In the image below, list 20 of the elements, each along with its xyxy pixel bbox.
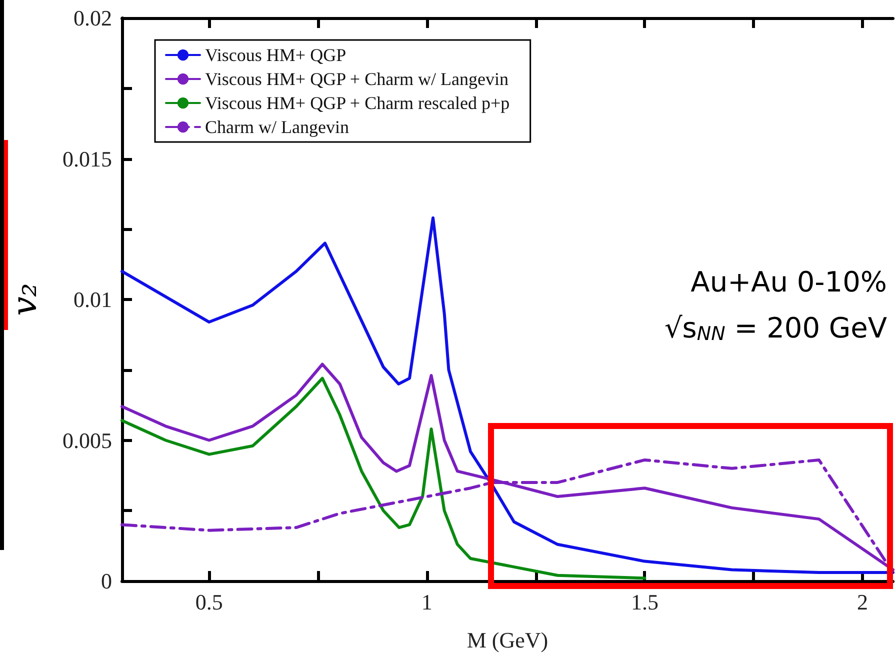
annotation: √sNN = 200 GeV <box>664 312 888 345</box>
legend-label: Viscous HM+ QGP + Charm rescaled p+p <box>205 93 510 113</box>
annotation: Au+Au 0-10% <box>690 266 888 298</box>
x-tick-label: 1 <box>421 590 432 614</box>
x-tick-label: 2 <box>857 590 868 614</box>
y-tick-label: 0 <box>101 568 112 594</box>
y-tick-label: 0.005 <box>62 428 112 453</box>
legend-label: Charm w/ Langevin <box>205 117 349 137</box>
line-series <box>120 216 894 574</box>
legend-label: Viscous HM+ QGP <box>205 45 346 65</box>
y-axis-title: v₂ <box>5 283 45 316</box>
x-tick-label: 1.5 <box>630 590 658 614</box>
y-tick-label: 0.01 <box>74 287 112 312</box>
y-tick-label: 0.015 <box>62 146 112 172</box>
y-tick-label: 0.02 <box>74 6 112 30</box>
legend-label: Viscous HM+ QGP + Charm w/ Langevin <box>205 69 509 89</box>
x-axis-title: M (GeV) <box>466 628 548 652</box>
x-tick-label: 0.5 <box>195 590 223 614</box>
line-series <box>120 362 894 572</box>
line-series <box>120 376 646 580</box>
